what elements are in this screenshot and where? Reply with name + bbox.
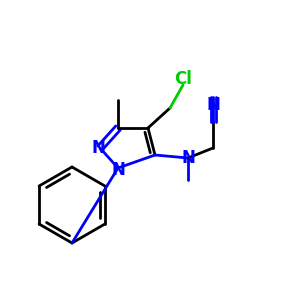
Text: Cl: Cl (174, 70, 192, 88)
Text: N: N (181, 149, 195, 167)
Text: N: N (91, 139, 105, 157)
Text: N: N (111, 161, 125, 179)
Text: N: N (206, 96, 220, 114)
